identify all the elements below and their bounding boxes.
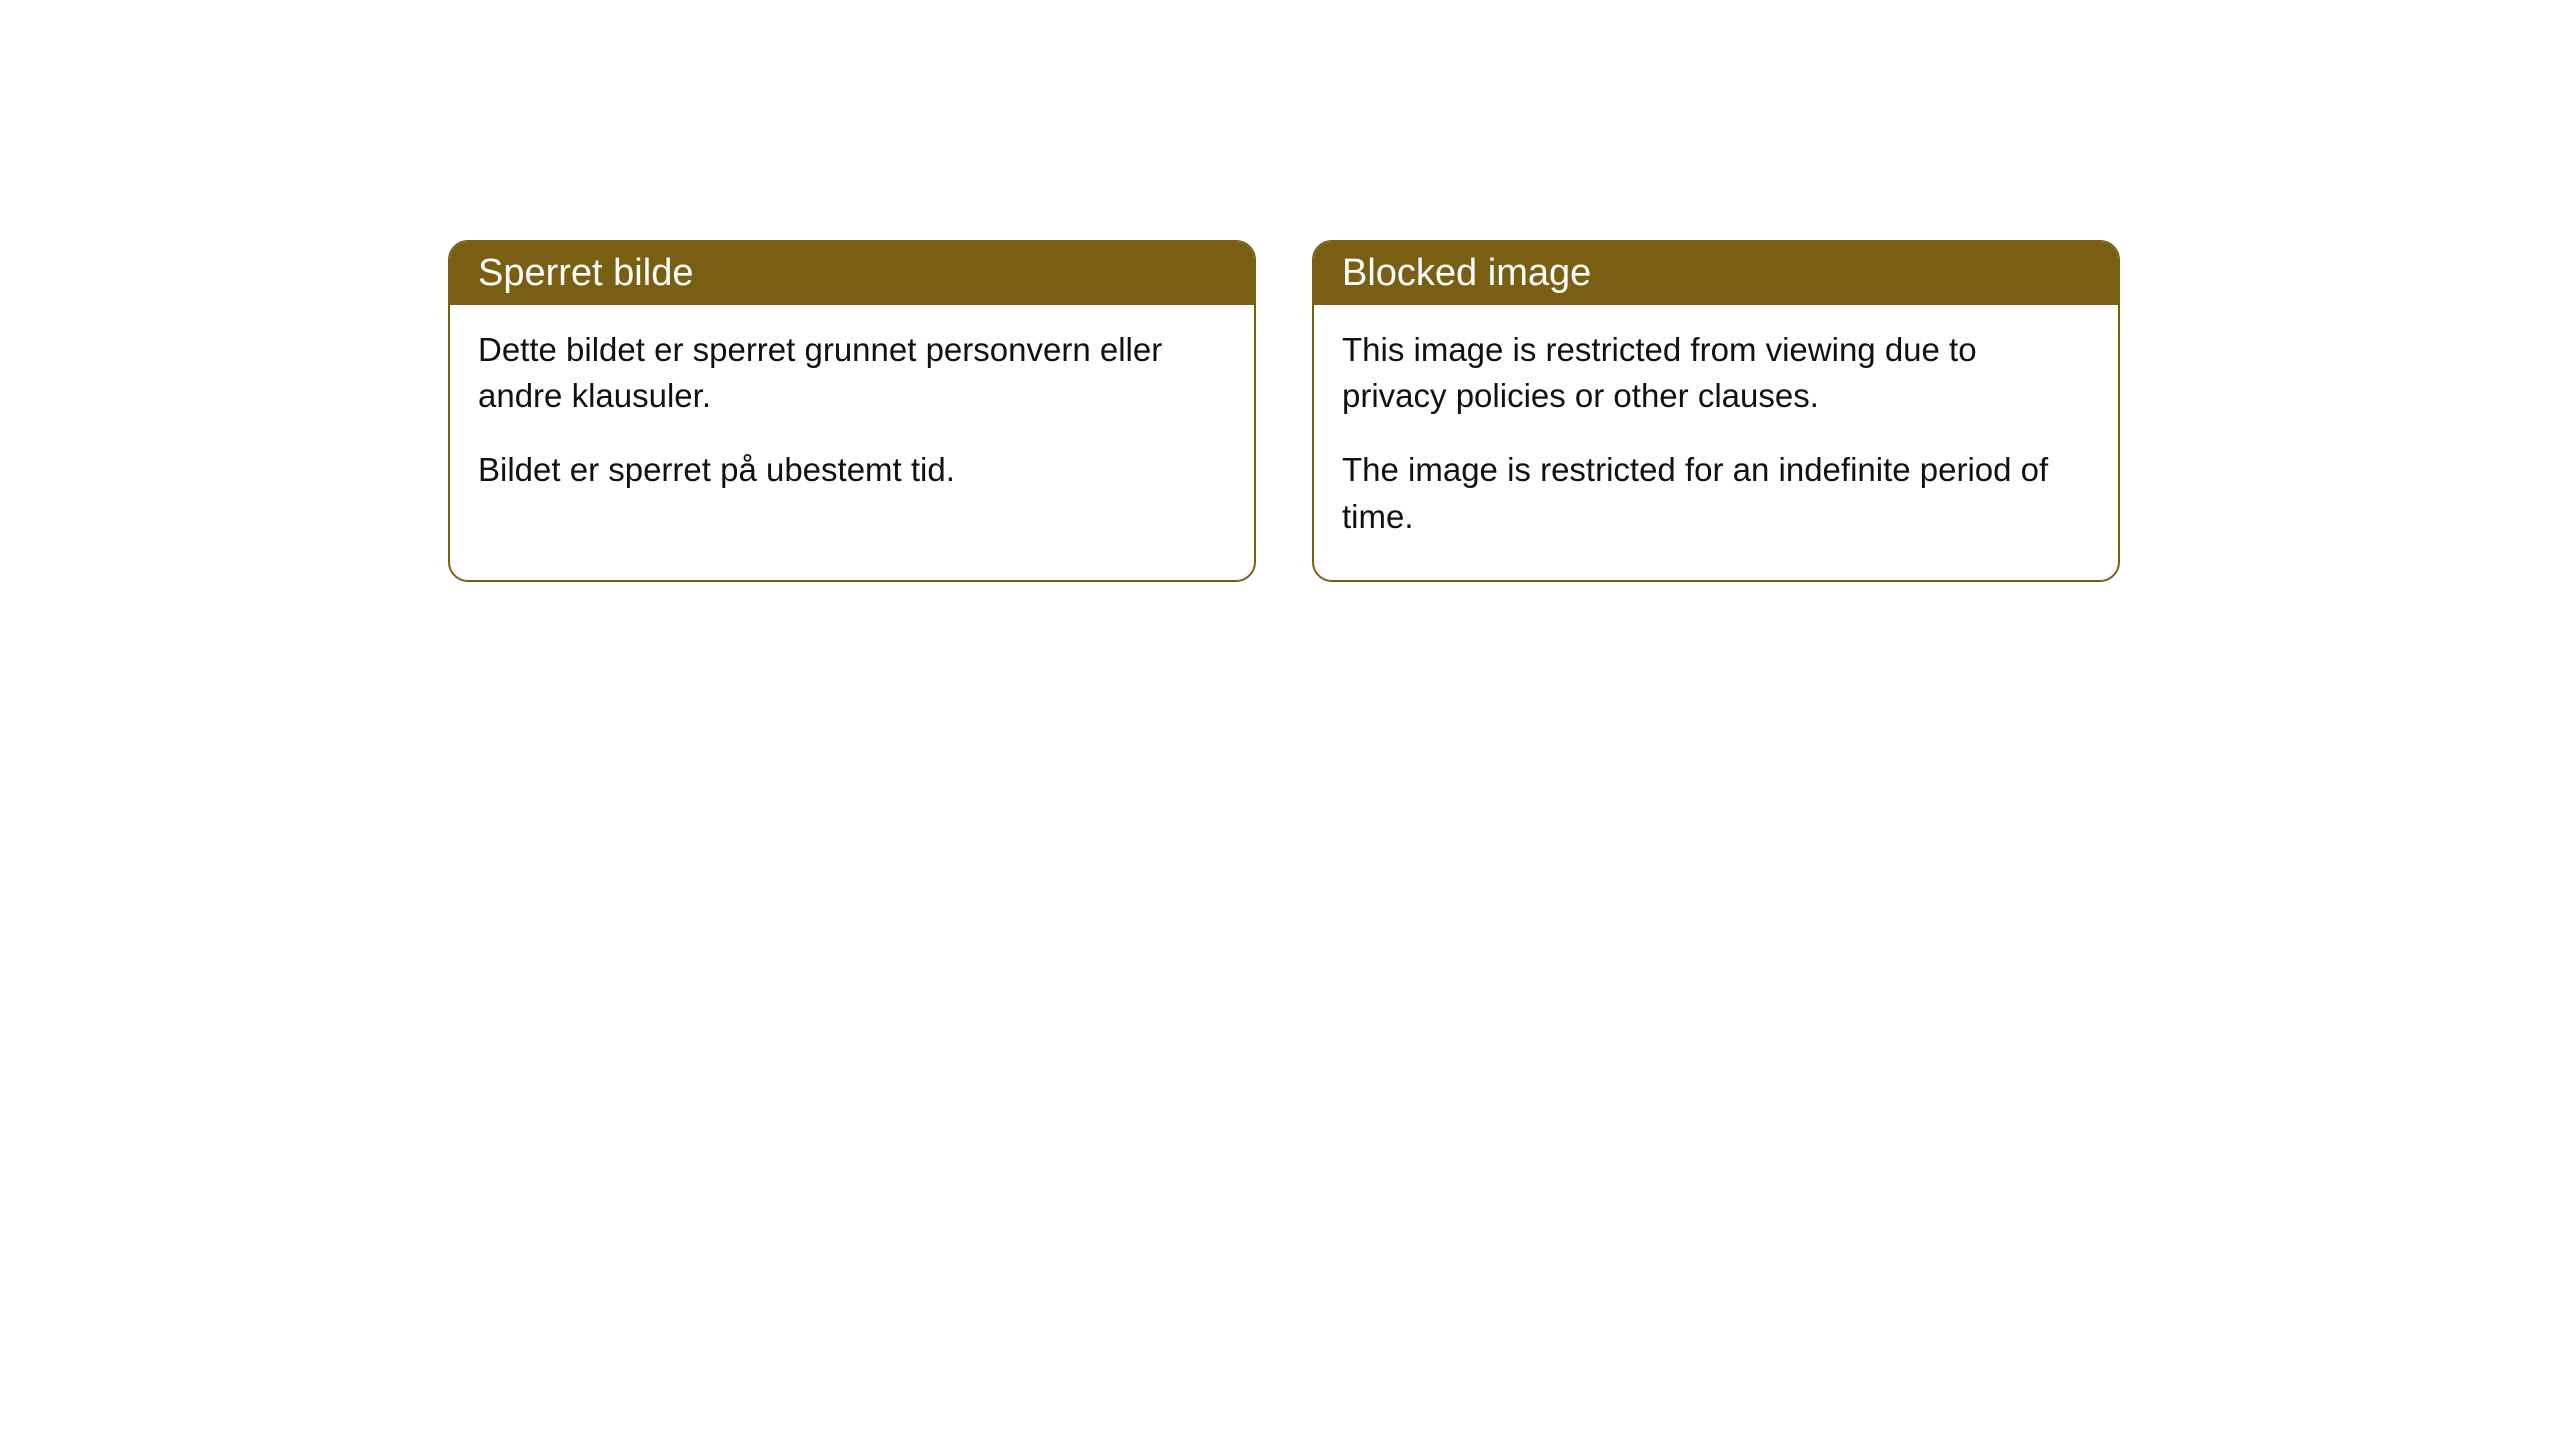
card-body-norwegian: Dette bildet er sperret grunnet personve… xyxy=(450,305,1254,534)
card-norwegian: Sperret bilde Dette bildet er sperret gr… xyxy=(448,240,1256,582)
card-paragraph: Bildet er sperret på ubestemt tid. xyxy=(478,447,1226,493)
card-header-norwegian: Sperret bilde xyxy=(450,242,1254,305)
card-paragraph: This image is restricted from viewing du… xyxy=(1342,327,2090,419)
card-container: Sperret bilde Dette bildet er sperret gr… xyxy=(448,240,2120,582)
card-paragraph: Dette bildet er sperret grunnet personve… xyxy=(478,327,1226,419)
card-paragraph: The image is restricted for an indefinit… xyxy=(1342,447,2090,539)
card-title-norwegian: Sperret bilde xyxy=(478,252,693,294)
card-header-english: Blocked image xyxy=(1314,242,2118,305)
card-title-english: Blocked image xyxy=(1342,252,1591,294)
card-body-english: This image is restricted from viewing du… xyxy=(1314,305,2118,580)
card-english: Blocked image This image is restricted f… xyxy=(1312,240,2120,582)
